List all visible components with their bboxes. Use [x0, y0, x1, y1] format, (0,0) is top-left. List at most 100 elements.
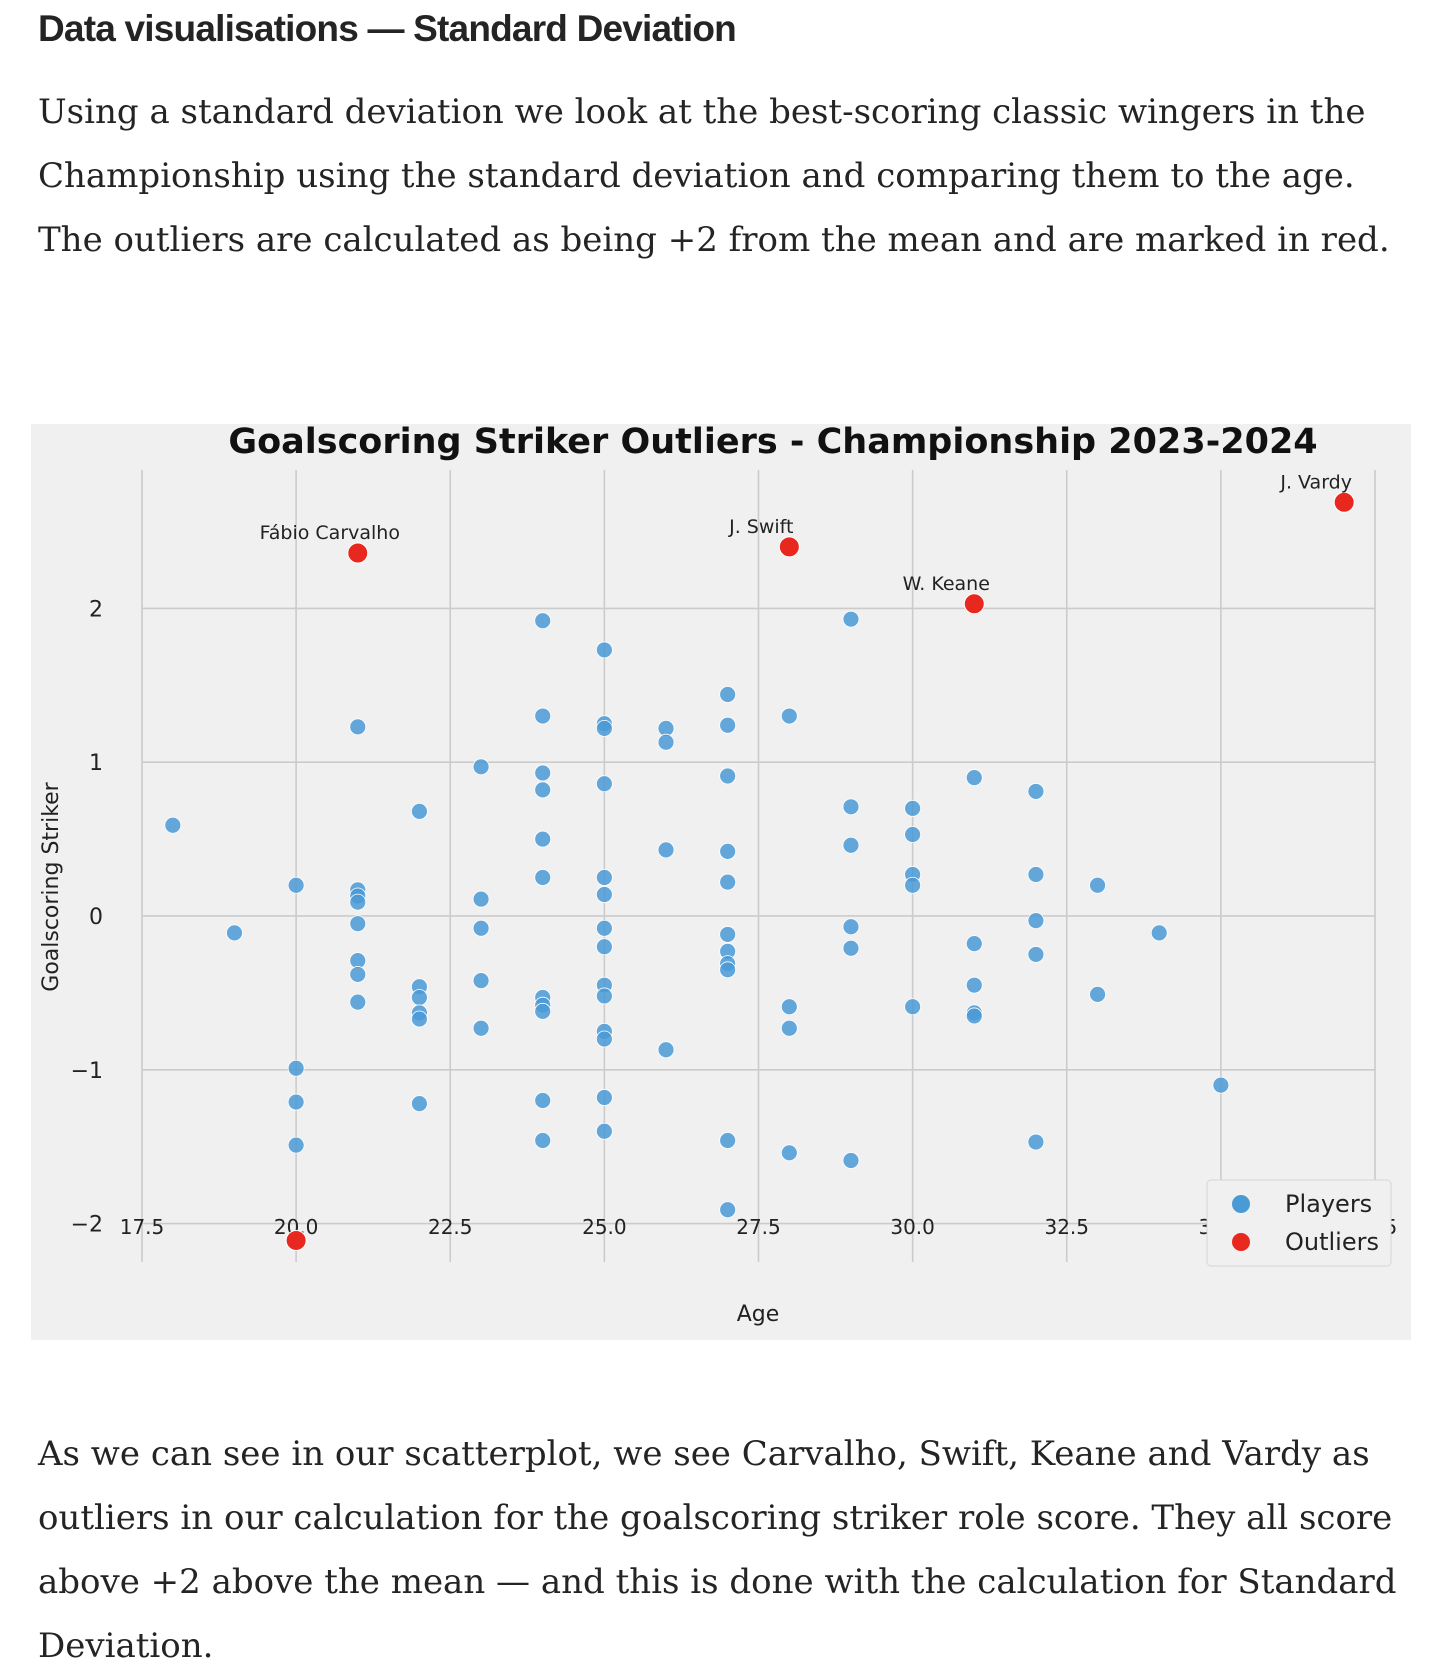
player-point [904, 799, 922, 817]
player-point [534, 869, 552, 886]
legend-box [1206, 1179, 1392, 1267]
x-tick-label: 17.5 [120, 1215, 165, 1239]
player-point [719, 926, 737, 943]
player-point [842, 939, 860, 957]
player-point [411, 1095, 428, 1112]
scatter-chart: 17.520.022.525.027.530.032.535.037.5 −2−… [31, 422, 1411, 1340]
intro-paragraph: Using a standard deviation we look at th… [38, 92, 1390, 260]
player-point [472, 1019, 490, 1037]
player-point [349, 966, 367, 983]
player-point [780, 998, 798, 1016]
chart-figure: 17.520.022.525.027.530.032.535.037.5 −2−… [31, 422, 1411, 1340]
grid-lines [141, 470, 1376, 1262]
outlier-annotations: Fábio Carvalho J. Swift W. Keane J. Vardy [260, 471, 1352, 594]
player-point [534, 781, 552, 799]
player-point [595, 886, 613, 903]
x-tick-label: 27.5 [736, 1215, 781, 1239]
player-point [904, 826, 922, 843]
player-point [472, 758, 490, 776]
player-point [965, 976, 983, 994]
x-tick-label: 22.5 [428, 1215, 473, 1239]
player-point [1150, 924, 1168, 942]
player-point [411, 803, 428, 820]
player-point [595, 1089, 613, 1106]
outlier-point [963, 593, 985, 615]
player-point [780, 1019, 798, 1037]
player-point [719, 961, 737, 979]
y-tick-label: 1 [89, 751, 103, 776]
legend-outliers-label: Outliers [1285, 1228, 1379, 1256]
player-point [657, 1041, 675, 1059]
player-point [842, 918, 860, 936]
legend-players-marker [1232, 1195, 1250, 1213]
player-point [780, 1144, 798, 1162]
outlier-point [778, 536, 800, 558]
y-tick-labels: −2 −1 0 1 2 [71, 597, 103, 1237]
player-point [287, 876, 305, 894]
player-point [287, 1093, 305, 1111]
y-tick-label: −1 [71, 1059, 103, 1084]
chart-title: Goalscoring Striker Outliers - Champions… [228, 424, 1317, 462]
player-point [904, 998, 922, 1016]
player-point [842, 610, 860, 628]
player-point [965, 769, 983, 786]
player-point [472, 972, 490, 989]
y-tick-label: 0 [89, 905, 103, 930]
player-point [719, 686, 737, 703]
player-point [842, 1152, 860, 1169]
player-point [595, 869, 613, 886]
player-point [657, 733, 675, 751]
player-point [472, 919, 490, 937]
player-point [164, 816, 182, 834]
legend-outliers-marker [1232, 1233, 1250, 1251]
player-point [349, 718, 367, 736]
outlier-label: J. Vardy [1279, 471, 1352, 493]
player-point [595, 641, 613, 659]
player-point [719, 767, 737, 785]
player-point [349, 993, 367, 1011]
y-axis-label: Goalscoring Striker [39, 781, 64, 991]
player-point [226, 924, 243, 942]
player-point [595, 987, 613, 1005]
player-point [595, 775, 613, 793]
player-point [595, 1030, 613, 1048]
player-point [1212, 1076, 1230, 1094]
player-point [965, 935, 983, 953]
player-point [534, 764, 552, 782]
player-point [719, 873, 737, 891]
player-point [287, 1059, 305, 1077]
player-point [965, 1007, 983, 1025]
player-point [287, 1136, 305, 1154]
player-point [1089, 986, 1106, 1003]
player-point [842, 798, 860, 816]
player-point [472, 890, 490, 908]
outlier-label: Fábio Carvalho [260, 522, 400, 544]
y-tick-label: 2 [89, 597, 103, 622]
player-point [780, 707, 798, 725]
player-point [1089, 876, 1106, 894]
player-point [534, 1132, 552, 1149]
player-point [1027, 866, 1045, 883]
section-heading: Data visualisations — Standard Deviation [38, 8, 737, 49]
outlier-label: W. Keane [903, 573, 990, 595]
player-point [904, 876, 922, 894]
outlier-point [285, 1229, 307, 1251]
player-point [719, 716, 737, 734]
player-point [411, 989, 428, 1006]
player-point [1027, 783, 1045, 800]
player-point [349, 915, 367, 933]
player-point [411, 1010, 428, 1028]
player-point [1027, 912, 1045, 929]
player-point [534, 830, 552, 848]
player-point [534, 707, 552, 725]
data-points [164, 491, 1355, 1251]
x-axis-label: Age [737, 1302, 780, 1327]
player-point [595, 1122, 613, 1140]
y-tick-label: −2 [71, 1213, 103, 1238]
player-point [657, 841, 675, 859]
player-point [349, 893, 367, 911]
player-point [534, 1002, 552, 1020]
player-point [595, 919, 613, 937]
outlier-point [1333, 491, 1355, 513]
player-point [1027, 1133, 1045, 1151]
